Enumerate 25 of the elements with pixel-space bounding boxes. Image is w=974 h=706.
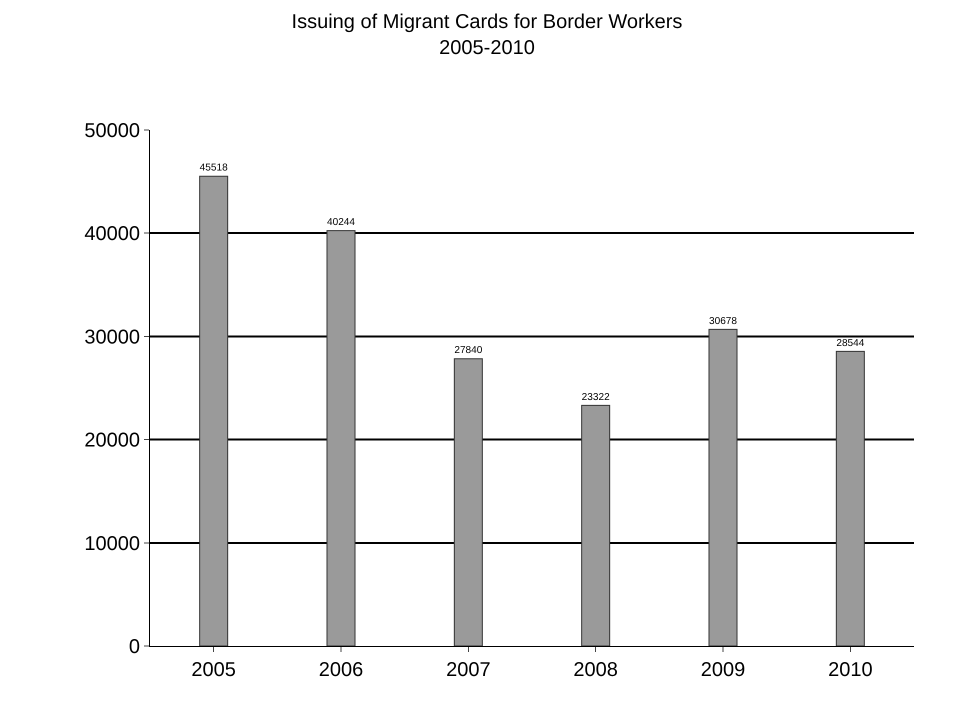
x-tick-label: 2010: [828, 659, 873, 681]
data-label: 23322: [582, 392, 610, 403]
data-label: 45518: [200, 162, 228, 174]
chart-title: Issuing of Migrant Cards for Border Workers 2005-2010: [292, 11, 682, 60]
data-label: 28544: [836, 338, 865, 349]
bar: [454, 358, 483, 646]
y-tick-label: 40000: [84, 223, 140, 246]
y-tick-label: 50000: [84, 120, 140, 142]
bar: [326, 230, 356, 646]
y-tick-label: 0: [128, 636, 140, 658]
x-tick-label: 2008: [573, 659, 618, 681]
x-tick-label: 2005: [191, 659, 236, 681]
y-tick-label: 10000: [84, 532, 140, 555]
y-tick-label: 30000: [84, 326, 140, 348]
data-label: 30678: [709, 316, 738, 327]
y-tick-label: 20000: [84, 430, 140, 452]
bar: [199, 176, 228, 646]
bar: [708, 328, 738, 646]
x-tick-label: 2006: [318, 659, 364, 681]
x-tick-label: 2009: [700, 659, 746, 681]
bar: [836, 350, 865, 646]
bar: [581, 404, 610, 646]
data-label: 40244: [327, 217, 356, 228]
data-label: 27840: [454, 345, 483, 356]
x-tick-label: 2007: [446, 659, 491, 681]
